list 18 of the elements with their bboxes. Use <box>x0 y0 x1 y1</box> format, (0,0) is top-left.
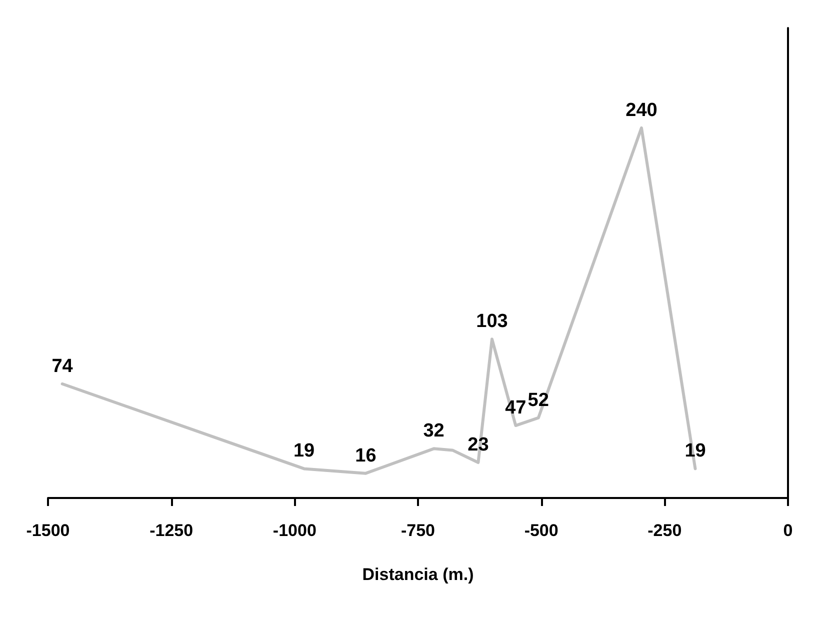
x-tick-label: -500 <box>524 521 558 540</box>
x-tick-label: -250 <box>648 521 682 540</box>
data-label: 74 <box>52 356 74 377</box>
x-axis-title: Distancia (m.) <box>362 565 474 584</box>
x-tick-label: -1500 <box>26 521 70 540</box>
data-label: 240 <box>626 100 658 121</box>
x-tick-label: -750 <box>400 521 436 540</box>
data-label: 16 <box>355 445 376 466</box>
data-label: 19 <box>684 440 706 462</box>
x-tick-label: 0 <box>783 521 793 540</box>
data-label: 19 <box>293 440 315 462</box>
x-tick-label: -1000 <box>272 521 316 540</box>
x-tick-label: -1250 <box>150 521 194 540</box>
data-label: 103 <box>476 311 508 332</box>
data-label: 23 <box>468 434 489 456</box>
data-label: 32 <box>423 420 444 442</box>
data-label: 47 <box>505 398 526 419</box>
data-label: 52 <box>528 390 549 411</box>
